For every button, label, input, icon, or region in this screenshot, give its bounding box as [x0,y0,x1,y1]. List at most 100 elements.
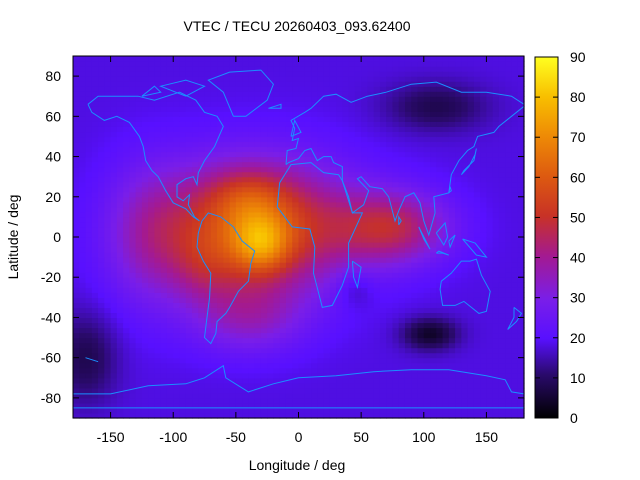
heat-cell [417,156,425,163]
heat-cell [392,171,400,178]
heat-cell [386,151,394,158]
heat-cell [160,121,168,127]
heat-cell [498,101,506,107]
heat-cell [480,61,488,67]
heat-cell [217,357,224,364]
heat-cell [336,322,343,329]
heat-cell [467,191,475,198]
heat-cell [179,161,187,168]
heat-cell [248,151,256,158]
heat-cell [210,111,218,117]
heat-cell [235,111,243,117]
heat-cell [141,221,149,228]
heat-cell [279,372,287,379]
heat-cell [367,327,375,334]
heat-cell [248,216,256,223]
heat-cell [348,216,356,223]
heat-cell [217,307,224,314]
heat-cell [135,81,143,87]
heat-cell [192,66,199,72]
heat-cell [73,226,80,233]
heat-cell [110,332,118,339]
heat-cell [361,81,368,87]
heat-cell [392,387,400,394]
heat-cell [179,247,187,253]
heat-cell [254,252,262,258]
heat-cell [430,156,437,163]
heat-cell [473,357,481,364]
heat-cell [85,136,93,143]
heat-cell [116,317,124,324]
heat-cell [411,372,419,379]
heat-cell [392,136,400,143]
heat-cell [455,237,462,243]
heat-cell [141,352,149,359]
heat-cell [123,397,130,404]
heat-cell [392,332,400,339]
heat-cell [367,71,375,77]
heat-cell [273,357,281,364]
heat-cell [235,282,243,288]
heat-cell [486,272,494,278]
heat-cell [379,357,387,364]
heat-cell [242,171,249,178]
heat-cell [198,61,206,67]
heat-cell [342,151,350,158]
heat-cell [148,322,156,329]
heat-cell [455,101,462,107]
heat-cell [135,186,143,193]
heat-cell [173,116,181,122]
heat-cell [254,277,262,283]
heat-cell [361,116,368,122]
heat-cell [298,322,306,329]
heat-cell [135,372,143,379]
heat-cell [254,267,262,273]
heat-cell [304,111,312,117]
heat-cell [317,252,325,258]
heat-cell [461,206,469,213]
heat-cell [423,151,431,158]
heat-cell [361,337,368,344]
heat-cell [104,221,112,228]
heat-cell [91,337,99,344]
heat-cell [480,231,488,238]
heat-cell [91,196,99,203]
heat-cell [455,91,462,97]
heat-cell [398,136,406,143]
heat-cell [185,56,193,62]
heat-cell [386,387,394,394]
heat-cell [166,56,174,62]
heat-cell [73,297,80,303]
heat-cell [248,86,256,92]
heat-cell [160,171,168,178]
heat-cell [317,216,325,223]
heat-cell [185,292,193,298]
heat-cell [398,332,406,339]
heat-cell [373,322,381,329]
heat-cell [229,372,237,379]
heat-cell [204,171,212,178]
heat-cell [442,402,450,409]
heat-cell [342,297,350,303]
heat-cell [404,412,412,419]
heat-cell [442,76,450,82]
heat-cell [192,231,199,238]
heat-cell [198,76,206,82]
heat-cell [110,56,118,62]
heat-cell [367,66,375,72]
heat-cell [317,86,325,92]
heat-cell [329,61,337,67]
heat-cell [91,206,99,213]
heat-cell [417,337,425,344]
heat-cell [235,231,243,238]
heat-cell [123,176,130,183]
heat-cell [185,186,193,193]
heat-cell [423,292,431,298]
heat-cell [285,131,293,138]
heat-cell [179,372,187,379]
heat-cell [480,282,488,288]
heat-cell [129,196,137,203]
heat-cell [323,156,331,163]
heat-cell [404,111,412,117]
heat-cell [229,196,237,203]
